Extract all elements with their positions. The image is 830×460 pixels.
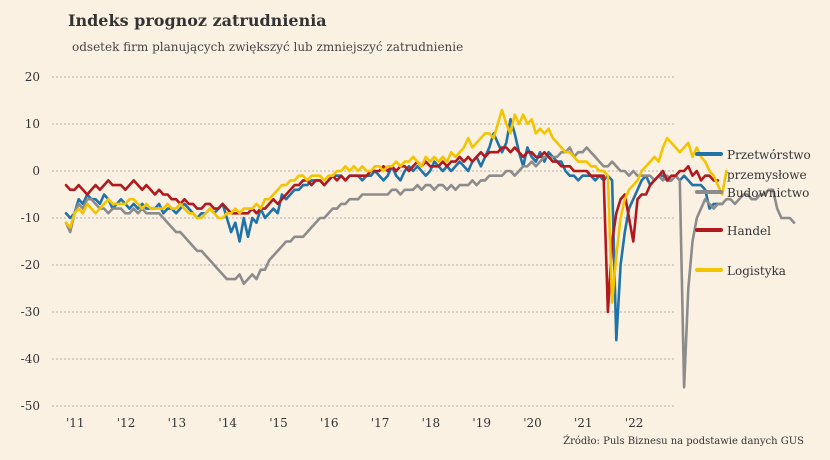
gridlines: [52, 76, 676, 407]
x-tick-label: '16: [320, 416, 339, 430]
legend-label-logistyka: Logistyka: [727, 264, 786, 278]
legend-label-budownictwo: Budownictwo: [727, 186, 810, 200]
x-tick-label: '12: [117, 416, 136, 430]
legend-swatch-handel: [695, 228, 723, 232]
legend-label-przetworstwo: Przetwórstwo przemysłowe: [727, 148, 811, 182]
y-tick-label: 0: [32, 164, 40, 178]
legend-swatch-budownictwo: [695, 190, 723, 194]
y-tick-label: 10: [25, 117, 40, 131]
y-tick-label: 20: [25, 70, 40, 84]
x-tick-label: '22: [625, 416, 644, 430]
x-tick-label: '14: [218, 416, 237, 430]
x-tick-label: '20: [523, 416, 542, 430]
legend-label-handel: Handel: [727, 224, 771, 238]
x-axis-ticks: '11 '12 '13 '14 '15 '16 '17 '18 '19 '20 '21 '22: [66, 416, 643, 430]
y-tick-label: -50: [21, 399, 40, 413]
x-tick-label: '17: [371, 416, 390, 430]
y-tick-label: -30: [21, 305, 40, 319]
series-line-przetworstwo: [64, 118, 724, 342]
series-lines: [64, 108, 796, 389]
x-tick-label: '11: [66, 416, 85, 430]
legend-item-budownictwo: Budownictwo: [695, 183, 830, 203]
chart-title: Indeks prognoz zatrudnienia: [68, 11, 327, 30]
legend-swatch-przetworstwo: [695, 152, 723, 156]
source-note: Źródło: Puls Biznesu na podstawie danych…: [563, 436, 804, 447]
x-tick-label: '15: [269, 416, 288, 430]
x-tick-label: '21: [574, 416, 593, 430]
legend-swatch-logistyka: [695, 268, 723, 272]
y-tick-label: -20: [21, 258, 40, 272]
x-tick-label: '18: [422, 416, 441, 430]
legend-item-przetworstwo: Przetwórstwo przemysłowe: [695, 145, 830, 185]
y-axis-ticks: 20 10 0 -10 -20 -30 -40 -50: [21, 70, 40, 413]
legend-item-handel: Handel: [695, 221, 830, 241]
legend-item-logistyka: Logistyka: [695, 261, 830, 281]
y-tick-label: -40: [21, 352, 40, 366]
x-tick-label: '19: [472, 416, 491, 430]
series-line-budownictwo: [64, 146, 796, 389]
x-tick-label: '13: [168, 416, 187, 430]
y-tick-label: -10: [21, 211, 40, 225]
series-line-logistyka: [64, 108, 728, 304]
chart-subtitle: odsetek firm planujących zwiększyć lub z…: [72, 40, 464, 54]
